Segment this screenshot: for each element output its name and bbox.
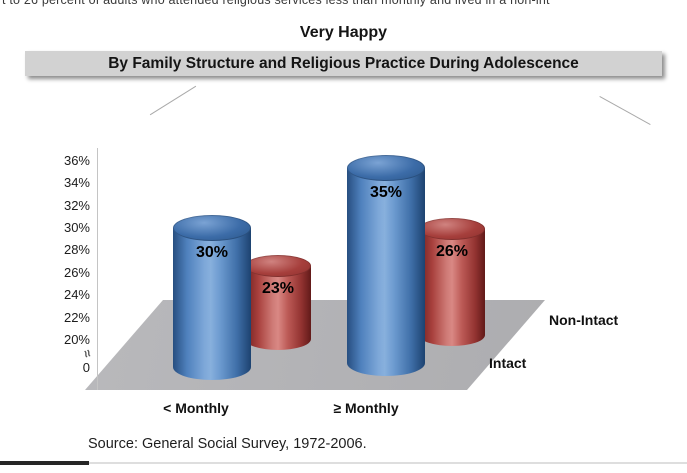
bar-value-label: 30% (195, 244, 229, 261)
cylinder-bar-intact-0: 30% (173, 215, 251, 380)
y-tick-label: 32% (63, 197, 90, 213)
source-note: Source: General Social Survey, 1972-2006… (88, 436, 367, 452)
y-tick-label: 36% (63, 152, 90, 168)
y-tick-label: 28% (63, 242, 90, 258)
cylinder-body (173, 228, 251, 380)
cylinder-bar-non-intact-1: 26% (419, 217, 485, 346)
series-label-non-intact: Non-Intact (549, 312, 619, 328)
y-tick-label: 22% (63, 309, 90, 325)
y-axis-line (97, 148, 98, 390)
y-tick-label: 0 (82, 360, 90, 375)
y-tick-label: 34% (63, 175, 90, 191)
axis-break-icon: ≈ (79, 347, 96, 360)
y-tick-label: 30% (63, 220, 90, 235)
caption-fragment: t to 26 percent of adults who attended r… (0, 0, 687, 9)
bar-value-label: 23% (261, 280, 295, 298)
cylinder-top (347, 155, 425, 181)
caption-fragment-text: t to 26 percent of adults who attended r… (2, 0, 550, 7)
cylinder-body (419, 228, 485, 346)
cylinder-body (347, 168, 425, 376)
cylinder-top (173, 215, 251, 241)
series-label-intact: Intact (489, 355, 527, 371)
bar-value-label: 35% (369, 184, 403, 201)
video-progress-fill (0, 461, 90, 465)
y-tick-label: 20% (63, 332, 90, 347)
cylinder-bar-non-intact-0: 23% (245, 255, 311, 350)
y-tick-label: 24% (63, 287, 90, 303)
video-progress-track[interactable] (0, 461, 687, 465)
cylinder-body (245, 266, 311, 350)
bar-value-label: 26% (435, 242, 469, 260)
cylinder-top (419, 217, 485, 240)
axis-edge-right (599, 96, 651, 125)
y-tick-label: 26% (63, 264, 90, 280)
x-category-label: ≥ Monthly (333, 400, 399, 416)
cylinder-bar-intact-1: 35% (347, 155, 425, 376)
chart-subtitle: By Family Structure and Religious Practi… (25, 51, 662, 76)
x-category-label: < Monthly (163, 400, 229, 416)
cylinder-top (245, 255, 311, 278)
axis-edge-left (149, 85, 197, 116)
chart-title: Very Happy (299, 24, 388, 41)
